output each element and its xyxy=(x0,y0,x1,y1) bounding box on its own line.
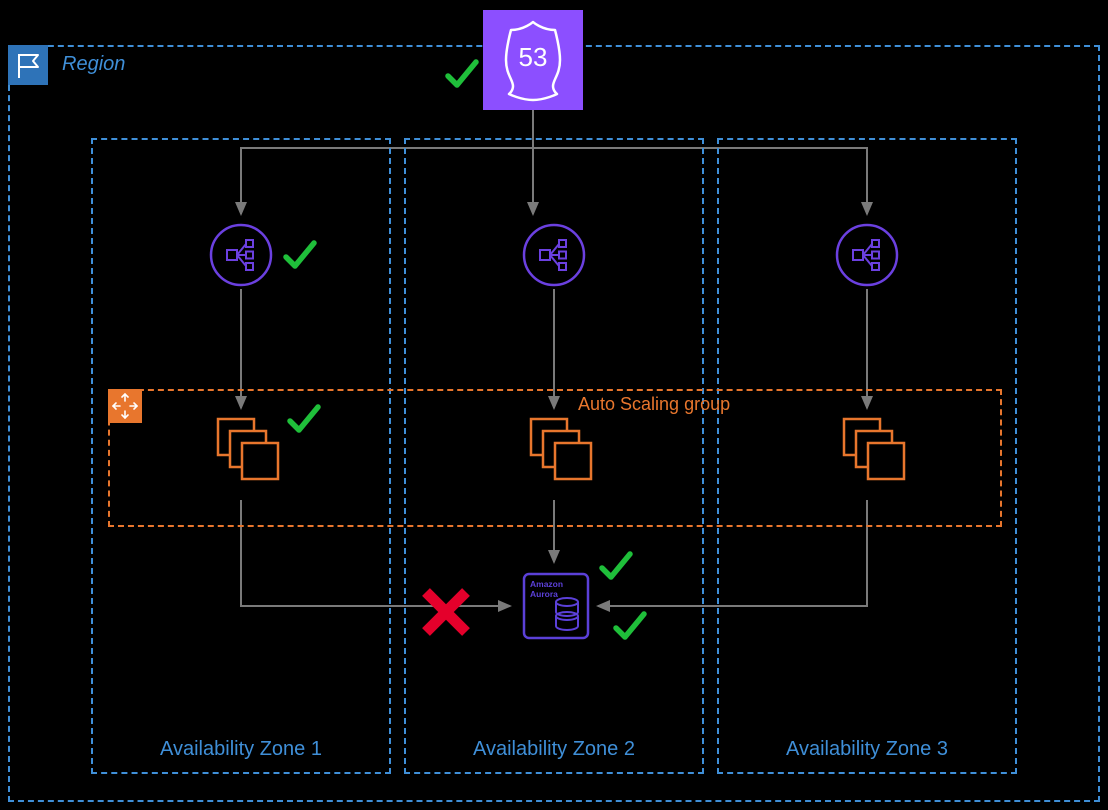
auto-scaling-icon xyxy=(108,389,142,428)
az-label-3: Availability Zone 3 xyxy=(717,738,1017,761)
elb-icon-3 xyxy=(833,221,901,294)
svg-text:Aurora: Aurora xyxy=(530,589,558,599)
check-aurora-right xyxy=(612,608,648,649)
svg-text:Amazon: Amazon xyxy=(530,579,563,589)
az-label-1: Availability Zone 1 xyxy=(91,738,391,761)
check-ec2-1 xyxy=(286,401,322,442)
az-label-2: Availability Zone 2 xyxy=(404,738,704,761)
elb-icon-2 xyxy=(520,221,588,294)
check-aurora-above xyxy=(598,548,634,589)
ec2-instances-2 xyxy=(527,415,599,498)
check-elb-1 xyxy=(282,237,318,278)
route53-icon: 53 xyxy=(483,10,583,115)
route53-text: 53 xyxy=(519,42,548,72)
check-route53 xyxy=(444,56,480,97)
diagram-canvas: Region 53 Availability Zone 1 Availabilit… xyxy=(0,0,1108,810)
asg-label: Auto Scaling group xyxy=(578,394,730,415)
ec2-instances-1 xyxy=(214,415,286,498)
cross-icon xyxy=(420,586,472,643)
region-flag-icon xyxy=(8,45,48,90)
ec2-instances-3 xyxy=(840,415,912,498)
elb-icon-1 xyxy=(207,221,275,294)
aurora-icon: Amazon Aurora xyxy=(522,572,590,645)
region-label: Region xyxy=(62,53,125,76)
